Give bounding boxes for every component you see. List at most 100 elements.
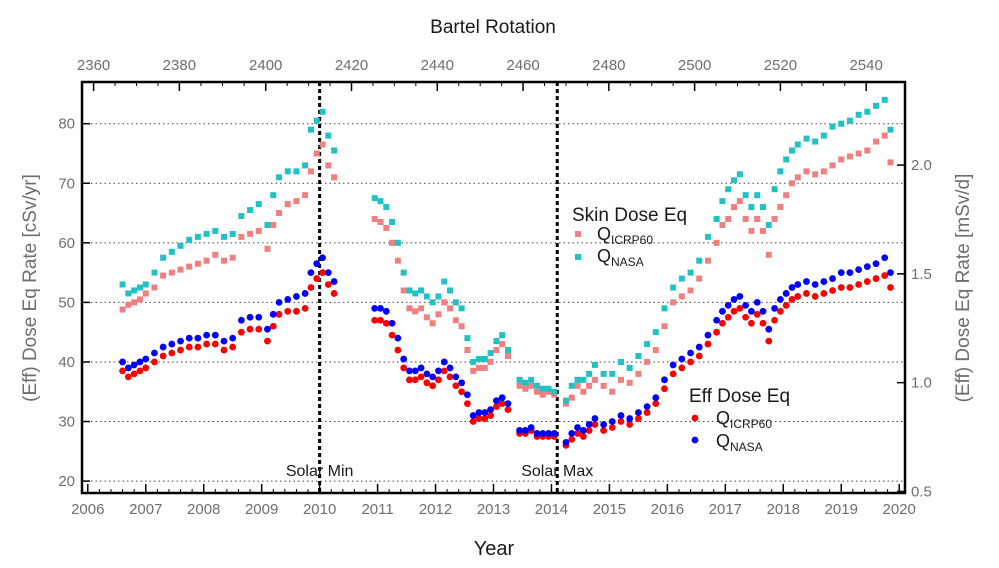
point-skin-nasa bbox=[186, 236, 193, 243]
point-eff-nasa bbox=[498, 394, 506, 402]
point-skin-nasa bbox=[255, 201, 262, 208]
point-eff-nasa bbox=[829, 275, 836, 282]
point-eff-icrp60 bbox=[382, 319, 390, 327]
point-eff-nasa bbox=[220, 337, 228, 345]
point-skin-icrp60 bbox=[264, 245, 271, 252]
x-tick-label: 2016 bbox=[651, 501, 684, 518]
point-eff-icrp60 bbox=[452, 382, 460, 390]
point-eff-nasa bbox=[229, 334, 237, 342]
point-eff-nasa bbox=[759, 307, 767, 315]
point-eff-icrp60 bbox=[423, 379, 431, 387]
x-tick-label: 2013 bbox=[477, 501, 510, 518]
point-eff-nasa bbox=[617, 412, 625, 419]
point-eff-icrp60 bbox=[377, 316, 384, 324]
point-skin-icrp60 bbox=[406, 305, 413, 312]
point-eff-nasa bbox=[307, 269, 315, 277]
point-eff-nasa bbox=[119, 358, 126, 366]
point-eff-icrp60 bbox=[846, 284, 854, 291]
point-eff-icrp60 bbox=[753, 310, 761, 318]
point-skin-icrp60 bbox=[788, 180, 795, 187]
point-skin-icrp60 bbox=[754, 216, 761, 222]
point-skin-icrp60 bbox=[586, 382, 593, 389]
point-eff-nasa bbox=[394, 334, 402, 342]
point-eff-icrp60 bbox=[771, 316, 778, 324]
point-eff-icrp60 bbox=[487, 412, 495, 419]
point-skin-icrp60 bbox=[470, 367, 477, 374]
point-skin-icrp60 bbox=[574, 382, 581, 389]
point-eff-nasa bbox=[382, 307, 390, 315]
point-eff-icrp60 bbox=[435, 376, 442, 384]
solar-line-label: Solar Max bbox=[521, 463, 593, 480]
x-tick-label: 2009 bbox=[245, 501, 278, 518]
point-eff-nasa bbox=[695, 343, 703, 351]
point-eff-nasa bbox=[475, 409, 483, 416]
legend-eff-dose: Eff Dose Eq QICRP60 QNASA bbox=[689, 386, 790, 454]
point-skin-nasa bbox=[441, 278, 448, 285]
point-skin-nasa bbox=[493, 338, 500, 345]
point-eff-icrp60 bbox=[704, 340, 712, 348]
point-skin-icrp60 bbox=[731, 204, 738, 211]
point-eff-nasa bbox=[669, 361, 677, 369]
x-tick-label: 2007 bbox=[129, 501, 162, 518]
point-skin-nasa bbox=[504, 347, 511, 354]
point-eff-nasa bbox=[550, 430, 558, 437]
point-skin-nasa bbox=[293, 168, 300, 175]
point-skin-icrp60 bbox=[400, 287, 407, 294]
top-tick-label: 2520 bbox=[764, 57, 797, 74]
point-skin-nasa bbox=[600, 370, 607, 377]
point-eff-nasa bbox=[492, 397, 500, 405]
point-skin-nasa bbox=[725, 186, 732, 193]
point-eff-icrp60 bbox=[820, 290, 828, 297]
point-eff-icrp60 bbox=[626, 421, 634, 428]
point-eff-icrp60 bbox=[136, 367, 144, 375]
point-skin-nasa bbox=[635, 353, 642, 359]
top-axis-title: Bartel Rotation bbox=[430, 17, 556, 38]
solar-line-label: Solar Min bbox=[286, 463, 354, 480]
x-tick-label: 2019 bbox=[825, 501, 858, 518]
point-eff-icrp60 bbox=[652, 400, 660, 408]
point-skin-icrp60 bbox=[441, 299, 448, 306]
point-eff-icrp60 bbox=[579, 433, 587, 440]
point-eff-icrp60 bbox=[504, 406, 512, 414]
point-skin-nasa bbox=[522, 379, 529, 386]
point-skin-icrp60 bbox=[661, 323, 668, 330]
x-tick-label: 2015 bbox=[593, 501, 626, 518]
point-skin-icrp60 bbox=[487, 358, 494, 365]
point-eff-icrp60 bbox=[324, 281, 332, 288]
point-eff-nasa bbox=[562, 438, 570, 446]
point-skin-icrp60 bbox=[864, 147, 871, 154]
y-tick-label-right: 1.5 bbox=[911, 266, 932, 283]
point-eff-nasa bbox=[881, 254, 889, 262]
point-eff-nasa bbox=[748, 307, 755, 315]
point-eff-icrp60 bbox=[617, 418, 625, 425]
point-skin-nasa bbox=[331, 147, 338, 154]
point-eff-icrp60 bbox=[600, 427, 608, 434]
point-eff-icrp60 bbox=[855, 281, 863, 288]
point-eff-nasa bbox=[794, 281, 802, 288]
point-eff-nasa bbox=[284, 296, 292, 303]
point-eff-icrp60 bbox=[469, 418, 477, 425]
point-eff-nasa bbox=[863, 263, 871, 271]
point-skin-nasa bbox=[670, 284, 677, 291]
top-tick-label: 2440 bbox=[421, 57, 454, 74]
point-skin-nasa bbox=[562, 397, 569, 404]
point-eff-nasa bbox=[330, 278, 338, 285]
point-skin-nasa bbox=[760, 204, 767, 211]
point-eff-icrp60 bbox=[811, 293, 819, 300]
point-skin-nasa bbox=[568, 382, 575, 389]
point-skin-icrp60 bbox=[394, 257, 401, 264]
point-skin-nasa bbox=[864, 108, 871, 115]
point-eff-nasa bbox=[324, 269, 332, 277]
point-eff-nasa bbox=[527, 424, 535, 431]
point-skin-icrp60 bbox=[229, 254, 236, 261]
point-eff-icrp60 bbox=[119, 367, 126, 375]
point-skin-icrp60 bbox=[678, 293, 685, 300]
point-eff-nasa bbox=[469, 412, 477, 419]
point-eff-nasa bbox=[446, 364, 454, 372]
point-eff-icrp60 bbox=[185, 343, 193, 351]
point-skin-icrp60 bbox=[429, 320, 436, 327]
point-eff-nasa bbox=[177, 337, 184, 345]
point-skin-nasa bbox=[470, 358, 477, 365]
point-skin-icrp60 bbox=[794, 174, 801, 181]
point-skin-icrp60 bbox=[580, 388, 587, 395]
